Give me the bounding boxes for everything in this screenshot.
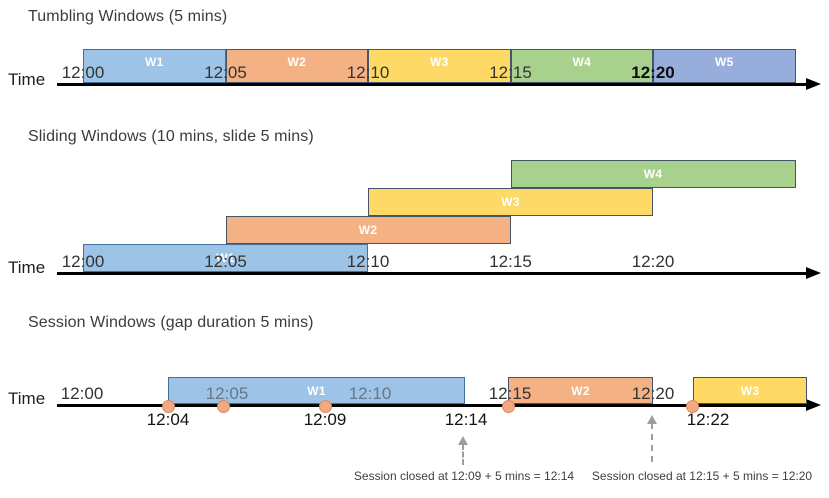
tick-label: 12:10 <box>346 63 390 82</box>
tick-label: 12:10 <box>346 252 390 271</box>
window-bar-w2: W2 <box>225 49 368 83</box>
tick-label: 12:15 <box>489 63 532 82</box>
window-label: W3 <box>501 195 520 209</box>
window-bar-w5: W5 <box>653 49 796 83</box>
event-time-label: 12:09 <box>303 410 347 429</box>
event-time-label: 12:22 <box>686 410 730 429</box>
timeline-arrowhead-icon <box>806 399 821 411</box>
window-label: W2 <box>287 55 307 69</box>
time-axis-label: Time <box>8 258 46 277</box>
event-dot <box>685 399 699 413</box>
window-bar-w4: W4 <box>510 49 653 83</box>
event-dot <box>501 399 515 413</box>
event-time-label: 12:14 <box>444 410 488 429</box>
window-bar-w3: W3 <box>368 188 653 216</box>
window-bar-w1: W1 <box>168 377 465 404</box>
window-label: W1 <box>144 55 164 69</box>
event-time-label: 12:04 <box>146 410 190 429</box>
window-label: W4 <box>643 167 663 181</box>
tick-label: 12:00 <box>61 63 105 82</box>
window-label: W2 <box>571 383 590 398</box>
tick-label: 12:00 <box>61 252 105 271</box>
annotation-arrow-stem <box>462 444 464 465</box>
tick-label: 12:05 <box>204 63 247 82</box>
window-label: W1 <box>307 383 326 398</box>
event-dot <box>216 399 230 413</box>
section-title-sliding: Sliding Windows (10 mins, slide 5 mins) <box>28 128 314 145</box>
timeline-axis <box>57 83 806 86</box>
tick-label: 12:15 <box>489 252 532 271</box>
section-title-tumbling: Tumbling Windows (5 mins) <box>28 8 228 25</box>
tick-label: 12:20 <box>631 63 675 82</box>
section-title-session: Session Windows (gap duration 5 mins) <box>28 314 314 331</box>
annotation-arrow-icon <box>458 436 468 445</box>
window-bar-w2: W2 <box>225 216 511 244</box>
tick-label: 12:05 <box>204 252 247 271</box>
session-closed-annotation: Session closed at 12:15 + 5 mins = 12:20 <box>591 469 813 483</box>
window-label: W3 <box>429 55 449 69</box>
window-label: W4 <box>572 55 592 69</box>
window-label: W2 <box>358 223 378 237</box>
tick-label: 12:00 <box>60 384 104 403</box>
window-bar-w2: W2 <box>508 377 653 404</box>
session-closed-annotation: Session closed at 12:09 + 5 mins = 12:14 <box>353 469 575 483</box>
timeline-arrowhead-icon <box>806 267 821 279</box>
timeline-axis <box>57 272 806 275</box>
tick-label: 12:20 <box>631 252 675 271</box>
window-bar-w4: W4 <box>510 160 796 188</box>
time-axis-label: Time <box>8 389 46 408</box>
window-label: W3 <box>740 383 760 398</box>
timeline-axis <box>57 404 806 407</box>
tick-label: 12:20 <box>631 384 675 403</box>
annotation-arrow-stem <box>651 423 653 462</box>
timeline-arrowhead-icon <box>806 78 821 90</box>
window-bar-w3: W3 <box>693 377 807 404</box>
window-bar-w3: W3 <box>368 49 511 83</box>
event-dot <box>318 399 332 413</box>
window-bar-w1: W1 <box>83 244 368 272</box>
tick-label: 12:05 <box>205 384 249 403</box>
window-label: W5 <box>714 55 734 69</box>
time-axis-label: Time <box>8 70 46 89</box>
tick-label: 12:10 <box>348 384 392 403</box>
annotation-arrow-icon <box>647 415 657 424</box>
tick-label: 12:15 <box>488 384 532 403</box>
window-bar-w1: W1 <box>83 49 226 83</box>
event-dot <box>161 399 175 413</box>
window-label: W1 <box>216 251 235 265</box>
